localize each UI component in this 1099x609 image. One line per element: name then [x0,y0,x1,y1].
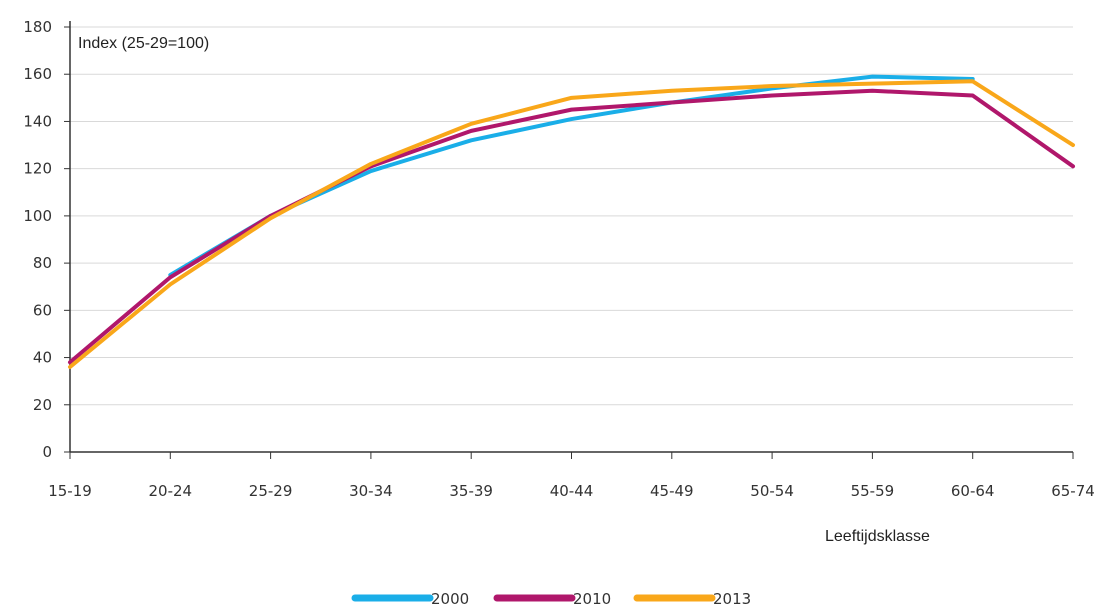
x-tick-label: 15-19 [48,482,92,500]
y-tick-label: 160 [23,65,52,83]
y-tick-label: 0 [42,443,52,461]
x-tick-label: 65-74 [1051,482,1095,500]
x-tick-label: 20-24 [149,482,193,500]
gridlines [70,26,1073,406]
x-tick-label: 30-34 [349,482,393,500]
legend-label: 2000 [431,590,469,608]
y-tick-label: 180 [23,18,52,36]
series-lines [68,74,1075,369]
legend-label: 2010 [573,590,611,608]
y-tick-label: 140 [23,112,52,130]
x-tick-label: 35-39 [449,482,493,500]
y-tick-label: 80 [33,254,52,272]
x-axis-label: Leeftijdsklasse [825,528,930,545]
series-line-2013 [68,79,1075,369]
y-tick-label: 40 [33,349,52,367]
y-axis-label: Index (25-29=100) [78,35,209,52]
y-tick-label: 100 [23,207,52,225]
series-line-2000 [168,74,975,277]
series-line-2010 [68,88,1075,365]
x-tick-label: 60-64 [951,482,995,500]
x-tick-label: 40-44 [550,482,594,500]
y-tick-label: 60 [33,301,52,319]
x-tick-label: 45-49 [650,482,694,500]
x-tick-label: 55-59 [851,482,895,500]
x-axis-ticks: 15-19 20-24 25-29 30-34 35-39 40-44 45-49 50-54… [48,452,1095,500]
y-tick-label: 20 [33,396,52,414]
legend-label: 2013 [713,590,751,608]
x-tick-label: 25-29 [249,482,293,500]
y-tick-label: 120 [23,160,52,178]
legend: 2000 2010 2013 [351,590,751,608]
x-tick-label: 50-54 [750,482,794,500]
y-axis-ticks: 0 20 40 60 80 100 120 140 160 180 [23,18,70,461]
